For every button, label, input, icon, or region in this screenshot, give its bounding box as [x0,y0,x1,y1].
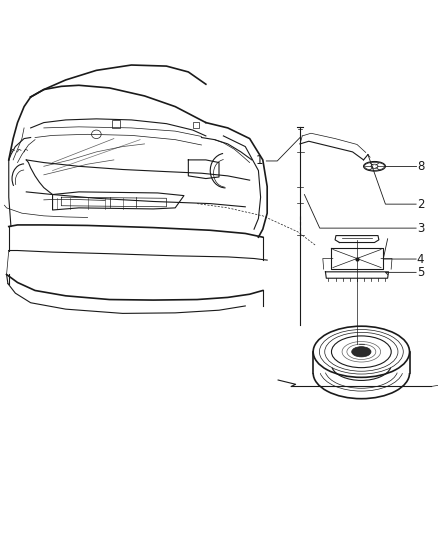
Text: 8: 8 [417,160,424,173]
Text: 4: 4 [417,253,424,265]
Text: 1: 1 [255,155,263,167]
Text: 5: 5 [417,266,424,279]
Text: 2: 2 [417,198,424,211]
Text: 3: 3 [417,222,424,235]
Bar [193,122,199,128]
Ellipse shape [352,346,371,357]
Bar [112,120,120,128]
